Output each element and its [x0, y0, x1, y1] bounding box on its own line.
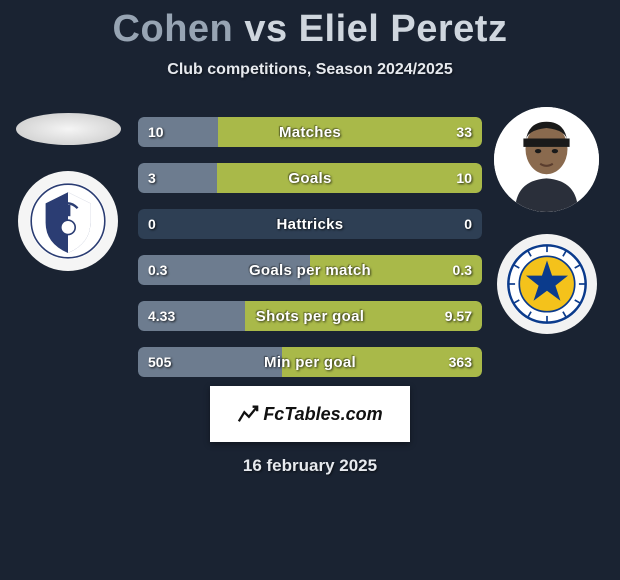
player2-club-badge [497, 234, 597, 334]
stat-bars: 1033Matches 310Goals 00Hattricks 0.30.3Goal… [138, 117, 482, 393]
stat-label: Min per goal [138, 347, 482, 377]
player2-photo [494, 107, 599, 212]
stat-row-goals_per_match: 0.30.3Goals per match [138, 255, 482, 285]
comparison-title: Cohen vs Eliel Peretz [0, 0, 620, 51]
player2-column [489, 107, 604, 334]
subtitle: Club competitions, Season 2024/2025 [0, 61, 620, 79]
stat-label: Goals per match [138, 255, 482, 285]
player1-column [8, 107, 128, 271]
site-label: FcTables.com [263, 404, 382, 425]
player2-name: Eliel Peretz [299, 8, 508, 50]
player1-photo-placeholder [16, 113, 121, 145]
footer-date: 16 february 2025 [0, 456, 620, 476]
club-crest-icon [28, 181, 108, 261]
stat-row-goals: 310Goals [138, 163, 482, 193]
stat-label: Shots per goal [138, 301, 482, 331]
stat-row-hattricks: 00Hattricks [138, 209, 482, 239]
stat-label: Matches [138, 117, 482, 147]
chart-icon [237, 403, 259, 425]
club-crest-icon [505, 242, 589, 326]
stat-row-min_per_goal: 505363Min per goal [138, 347, 482, 377]
stat-row-shots_per_goal: 4.339.57Shots per goal [138, 301, 482, 331]
player-avatar-icon [494, 107, 599, 212]
player1-club-badge [18, 171, 118, 271]
stat-label: Hattricks [138, 209, 482, 239]
stat-label: Goals [138, 163, 482, 193]
player1-name: Cohen [113, 8, 234, 50]
stat-row-matches: 1033Matches [138, 117, 482, 147]
vs-label: vs [244, 8, 287, 50]
site-badge: FcTables.com [210, 386, 410, 442]
